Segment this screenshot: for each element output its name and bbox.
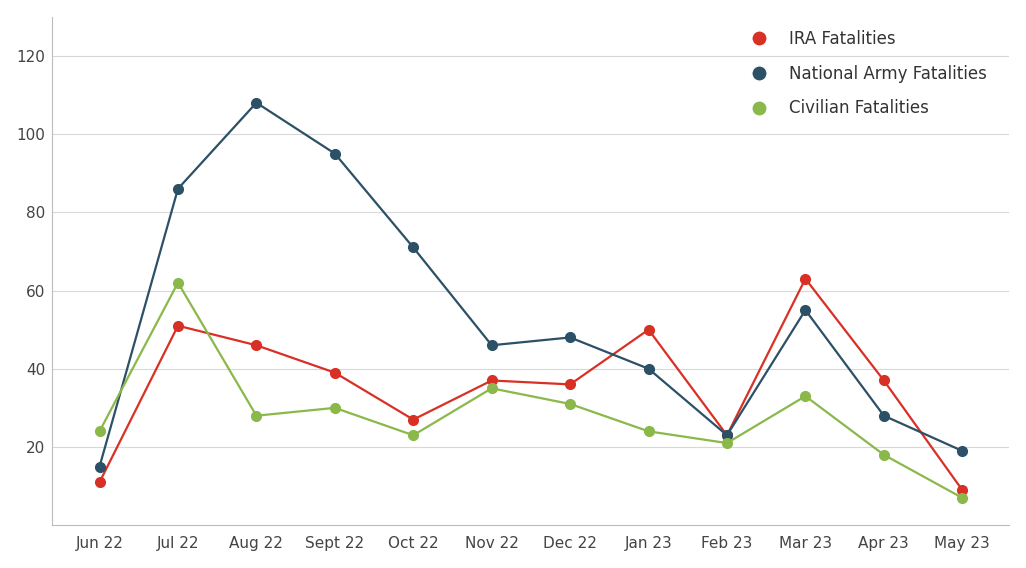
Legend: IRA Fatalities, National Army Fatalities, Civilian Fatalities: IRA Fatalities, National Army Fatalities… [742,30,987,118]
